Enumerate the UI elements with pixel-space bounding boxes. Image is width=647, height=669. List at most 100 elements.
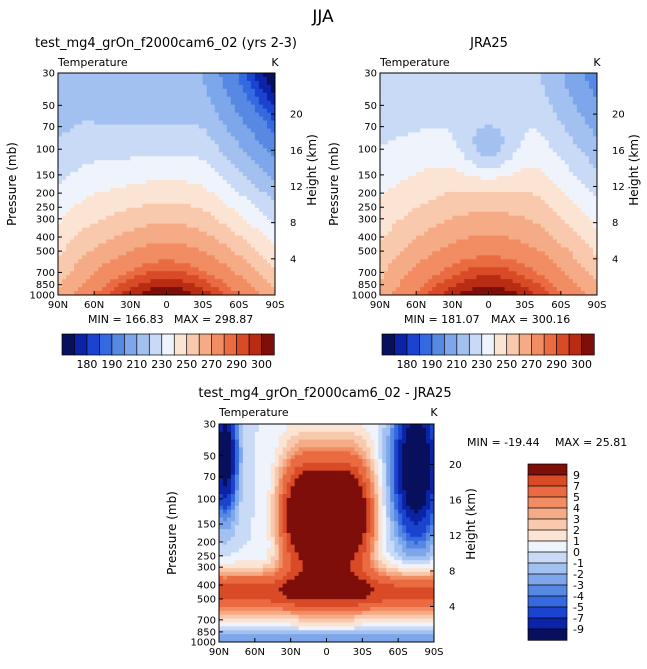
field-cell — [74, 279, 79, 284]
field-cell — [154, 223, 160, 229]
field-cell — [428, 124, 433, 130]
field-cell — [122, 164, 127, 169]
field-cell — [114, 168, 119, 173]
field-cell — [98, 88, 103, 94]
field-cell — [242, 104, 248, 110]
field-cell — [178, 211, 184, 217]
field-cell — [82, 207, 87, 213]
field-cell — [416, 172, 421, 177]
field-cell — [500, 187, 506, 193]
field-cell — [126, 195, 131, 201]
field-cell — [412, 207, 417, 213]
field-cell — [536, 116, 542, 122]
colorbar-label: 290 — [226, 358, 247, 371]
field-cell — [258, 132, 264, 138]
field-cell — [178, 184, 184, 189]
field-cell — [170, 180, 176, 185]
field-cell — [218, 88, 224, 94]
field-cell — [166, 156, 172, 161]
field-cell — [524, 156, 530, 161]
field-cell — [138, 203, 143, 209]
field-cell — [380, 100, 385, 106]
field-cell — [214, 116, 220, 122]
field-cell — [428, 191, 433, 197]
field-cell — [512, 184, 518, 189]
field-cell — [238, 203, 244, 209]
field-cell — [78, 291, 83, 295]
field-cell — [234, 168, 240, 173]
field-cell — [126, 160, 131, 165]
field-cell — [238, 168, 244, 173]
field-cell — [126, 207, 131, 213]
field-cell — [568, 80, 574, 86]
field-cell — [170, 251, 176, 256]
field-cell — [270, 255, 275, 260]
field-cell — [524, 100, 530, 106]
field-cell — [158, 132, 164, 138]
field-cell — [592, 140, 597, 145]
field-cell — [500, 191, 506, 197]
field-cell — [214, 259, 220, 264]
field-cell — [130, 267, 135, 272]
field-cell — [472, 108, 478, 114]
field-cell — [428, 187, 433, 193]
field-cell — [266, 128, 272, 134]
field-cell — [540, 120, 546, 126]
field-cell — [170, 124, 176, 130]
field-cell — [166, 243, 172, 249]
field-cell — [500, 180, 506, 185]
field-cell — [154, 132, 160, 138]
field-cell — [166, 184, 172, 189]
field-cell — [440, 112, 445, 118]
field-cell — [138, 144, 143, 149]
field-cell — [146, 168, 152, 173]
field-cell — [206, 104, 212, 110]
field-cell — [170, 104, 176, 110]
field-cell — [98, 128, 103, 134]
field-cell — [90, 176, 95, 181]
field-cell — [512, 199, 518, 205]
field-cell — [210, 92, 216, 98]
field-cell — [476, 116, 482, 122]
field-cell — [234, 144, 240, 149]
field-cell — [90, 148, 95, 153]
field-cell — [476, 128, 482, 134]
field-cell — [488, 191, 494, 197]
field-cell — [392, 164, 397, 169]
field-cell — [540, 73, 546, 78]
field-cell — [174, 235, 180, 241]
field-cell — [118, 251, 123, 256]
field-cell — [516, 100, 522, 106]
field-cell — [552, 108, 558, 114]
field-cell — [194, 112, 200, 118]
field-cell — [146, 267, 152, 272]
field-cell — [214, 203, 220, 209]
field-cell — [174, 215, 180, 221]
field-cell — [162, 160, 168, 165]
field-cell — [178, 207, 184, 213]
field-cell — [122, 136, 127, 141]
field-cell — [102, 247, 107, 252]
field-cell — [456, 104, 461, 110]
field-cell — [262, 255, 268, 260]
field-cell — [98, 73, 103, 78]
field-cell — [154, 211, 160, 217]
field-cell — [266, 152, 272, 157]
field-cell — [166, 164, 172, 169]
field-cell — [94, 191, 99, 197]
field-cell — [202, 136, 208, 141]
field-cell — [118, 108, 123, 114]
field-cell — [194, 104, 200, 110]
field-cell — [572, 104, 578, 110]
field-cell — [170, 223, 176, 229]
field-cell — [564, 100, 570, 106]
field-cell — [126, 164, 131, 169]
field-cell — [190, 291, 196, 295]
field-cell — [178, 164, 184, 169]
field-cell — [118, 247, 123, 252]
field-cell — [170, 144, 176, 149]
field-cell — [98, 80, 103, 86]
field-cell — [246, 124, 252, 130]
field-cell — [520, 168, 526, 173]
field-cell — [416, 187, 421, 193]
